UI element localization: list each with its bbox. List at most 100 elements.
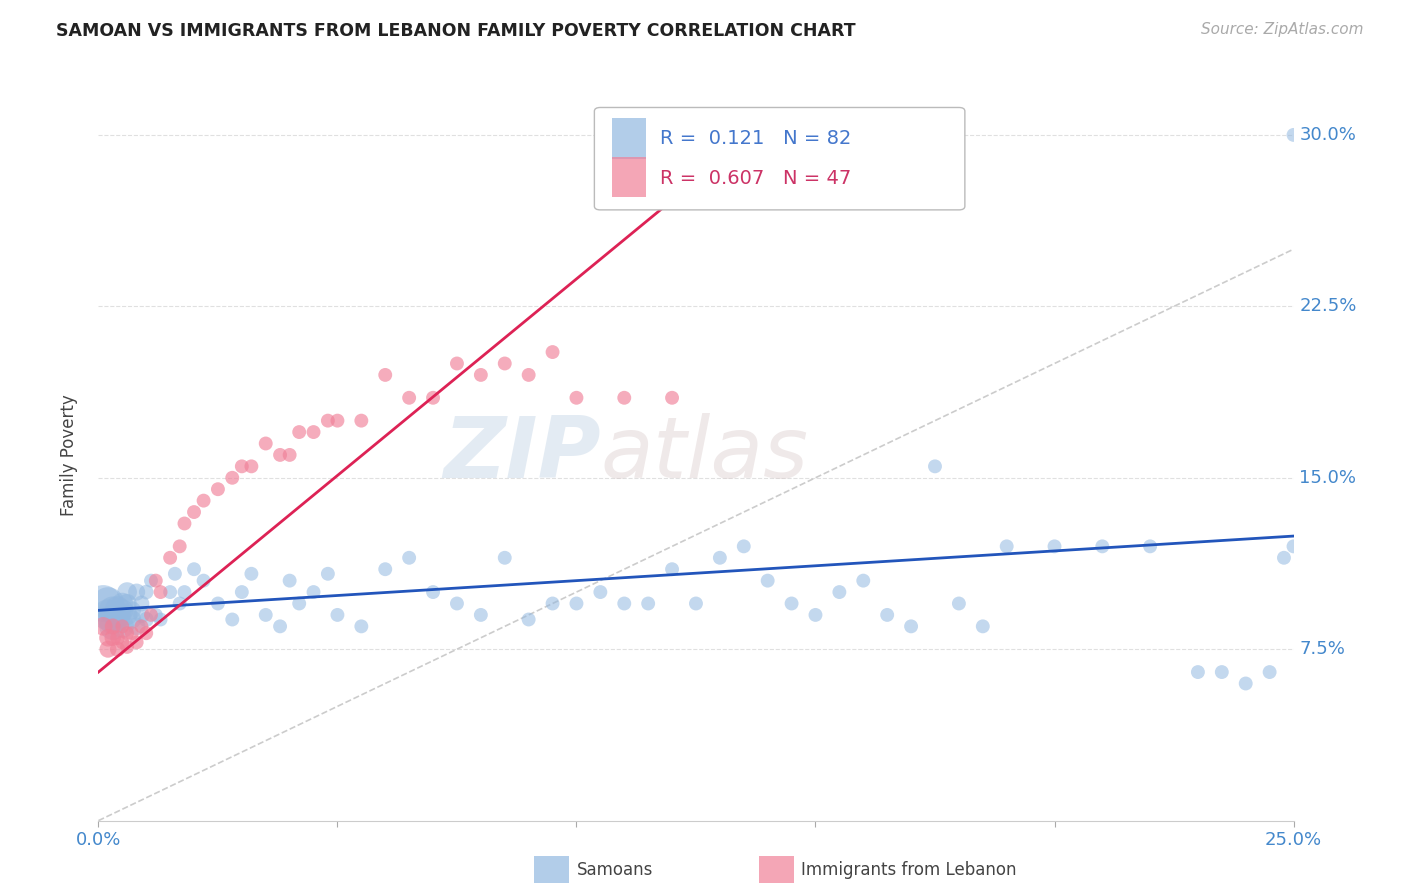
Text: Source: ZipAtlas.com: Source: ZipAtlas.com	[1201, 22, 1364, 37]
Point	[97, 631, 120, 645]
Point	[159, 550, 181, 565]
Point	[115, 585, 138, 599]
Point	[101, 631, 124, 645]
Point	[1043, 539, 1066, 553]
Point	[173, 516, 195, 531]
Point	[115, 607, 138, 622]
Point	[302, 425, 325, 439]
Text: 7.5%: 7.5%	[1299, 640, 1346, 658]
Point	[637, 597, 659, 611]
Point	[446, 356, 468, 371]
Point	[876, 607, 898, 622]
FancyBboxPatch shape	[595, 108, 965, 210]
Point	[422, 585, 444, 599]
Point	[446, 597, 468, 611]
Point	[111, 619, 134, 633]
Point	[240, 566, 263, 581]
Point	[422, 391, 444, 405]
Point	[91, 597, 114, 611]
Point	[97, 607, 120, 622]
Point	[613, 597, 636, 611]
Point	[900, 619, 922, 633]
Point	[804, 607, 827, 622]
Point	[240, 459, 263, 474]
Point	[316, 414, 339, 428]
Point	[231, 459, 253, 474]
Point	[1139, 539, 1161, 553]
Point	[1091, 539, 1114, 553]
Point	[1282, 539, 1305, 553]
Point	[91, 619, 114, 633]
Point	[374, 562, 396, 576]
Point	[661, 562, 683, 576]
Point	[107, 601, 129, 615]
Point	[852, 574, 875, 588]
Point	[121, 603, 143, 617]
Point	[207, 482, 229, 496]
FancyBboxPatch shape	[612, 157, 645, 197]
Point	[159, 585, 181, 599]
Point	[470, 607, 492, 622]
Point	[1282, 128, 1305, 142]
Y-axis label: Family Poverty: Family Poverty	[59, 394, 77, 516]
Point	[709, 550, 731, 565]
Point	[948, 597, 970, 611]
Point	[254, 607, 277, 622]
Point	[1258, 665, 1281, 679]
Point	[97, 597, 120, 611]
Text: Immigrants from Lebanon: Immigrants from Lebanon	[801, 861, 1017, 879]
Text: R =  0.121   N = 82: R = 0.121 N = 82	[661, 129, 852, 148]
Point	[115, 597, 138, 611]
FancyBboxPatch shape	[612, 119, 645, 159]
Point	[135, 585, 157, 599]
Point	[350, 619, 373, 633]
Point	[101, 619, 124, 633]
Point	[302, 585, 325, 599]
Point	[169, 597, 191, 611]
Text: R =  0.607   N = 47: R = 0.607 N = 47	[661, 169, 852, 188]
Point	[149, 585, 172, 599]
Point	[756, 185, 779, 199]
Point	[111, 597, 134, 611]
Point	[517, 613, 540, 627]
Point	[149, 613, 172, 627]
Point	[756, 574, 779, 588]
Point	[125, 619, 148, 633]
Point	[121, 626, 143, 640]
Text: 30.0%: 30.0%	[1299, 126, 1357, 144]
Text: 22.5%: 22.5%	[1299, 297, 1357, 316]
Point	[125, 635, 148, 649]
Point	[613, 391, 636, 405]
Point	[169, 539, 191, 553]
Point	[1234, 676, 1257, 690]
Point	[115, 626, 138, 640]
Point	[107, 642, 129, 657]
Point	[183, 562, 205, 576]
Point	[269, 448, 291, 462]
Point	[111, 619, 134, 633]
Point	[288, 597, 311, 611]
Point	[1187, 665, 1209, 679]
Point	[183, 505, 205, 519]
Point	[1292, 539, 1315, 553]
Text: Samoans: Samoans	[576, 861, 652, 879]
Text: SAMOAN VS IMMIGRANTS FROM LEBANON FAMILY POVERTY CORRELATION CHART: SAMOAN VS IMMIGRANTS FROM LEBANON FAMILY…	[56, 22, 856, 40]
Point	[316, 566, 339, 581]
Point	[221, 471, 243, 485]
Point	[139, 607, 162, 622]
Point	[398, 550, 420, 565]
Point	[131, 607, 153, 622]
Point	[1211, 665, 1233, 679]
Point	[398, 391, 420, 405]
Point	[97, 642, 120, 657]
Point	[589, 585, 612, 599]
Point	[207, 597, 229, 611]
Point	[541, 345, 564, 359]
Point	[326, 607, 349, 622]
Point	[374, 368, 396, 382]
Point	[107, 607, 129, 622]
Point	[231, 585, 253, 599]
Point	[494, 550, 516, 565]
Point	[193, 493, 215, 508]
Point	[254, 436, 277, 450]
